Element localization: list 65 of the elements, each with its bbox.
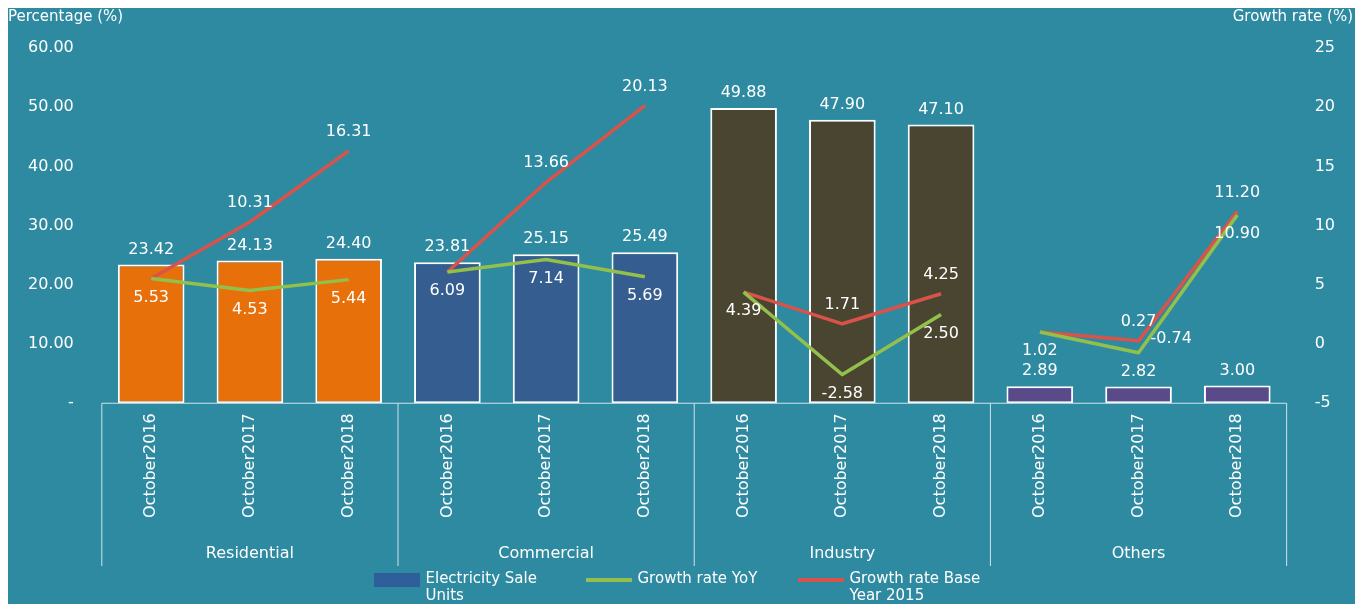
- text: Commercial: [498, 543, 594, 563]
- y2-tick-label: -5: [1314, 392, 1331, 412]
- data-label: 2.82: [1120, 360, 1157, 380]
- legend-label: Electricity Sale Units: [425, 569, 538, 604]
- data-label: 24.40: [325, 232, 372, 252]
- data-label: 47.90: [819, 93, 866, 113]
- data-label: 23.81: [424, 236, 471, 256]
- y2-tick-label: 15: [1314, 155, 1335, 175]
- data-label: 5.53: [133, 286, 169, 306]
- y-tick-label: 10.00: [27, 333, 74, 353]
- x-tick-label: October2018: [930, 413, 950, 518]
- data-label: 2.50: [923, 322, 959, 342]
- x-tick-label: October2016: [732, 413, 752, 518]
- data-label: 25.49: [621, 226, 668, 246]
- data-label: 1.02: [1021, 340, 1058, 360]
- data-label: 20.13: [621, 75, 668, 95]
- x-tick-label: October2018: [1226, 413, 1246, 518]
- data-label: 6.09: [429, 280, 466, 300]
- data-label: 2.89: [1021, 360, 1058, 380]
- data-label: 10.31: [227, 192, 273, 212]
- x-tick-label: October2016: [1028, 413, 1048, 518]
- y-tick-label: 40.00: [27, 155, 74, 175]
- data-label: 7.14: [528, 267, 564, 287]
- data-label: 5.44: [330, 287, 367, 307]
- data-label: 4.39: [725, 300, 762, 320]
- y2-tick-label: 10: [1314, 214, 1335, 234]
- text: Industry: [809, 543, 876, 563]
- text: Others: [1111, 543, 1166, 563]
- y-axis-title: Percentage (%): [8, 7, 124, 26]
- data-label: 23.42: [128, 238, 175, 258]
- y-tick-label: 60.00: [27, 37, 74, 57]
- y-tick-label: 20.00: [27, 273, 74, 293]
- y2-tick-label: 25: [1314, 37, 1335, 57]
- y-tick-label: -: [68, 392, 74, 412]
- x-tick-label: October2017: [831, 413, 851, 518]
- data-label: 4.25: [923, 263, 959, 283]
- data-label: 11.20: [1214, 181, 1261, 201]
- x-tick-label: October2018: [337, 413, 357, 518]
- legend-label: Growth rate YoY: [637, 569, 759, 587]
- x-tick-label: October2017: [1127, 413, 1147, 518]
- data-label: 1.71: [824, 293, 861, 313]
- data-label: 25.15: [523, 228, 570, 248]
- y-tick-label: 30.00: [27, 214, 74, 234]
- data-label: 5.69: [627, 284, 663, 304]
- data-label: 13.66: [523, 152, 570, 172]
- data-label: 24.13: [227, 234, 273, 254]
- y-tick-label: 50.00: [27, 96, 74, 116]
- data-label: 49.88: [720, 82, 767, 102]
- x-tick-label: October2017: [239, 413, 259, 518]
- x-tick-label: October2018: [634, 413, 654, 518]
- data-label: -0.74: [1150, 327, 1192, 347]
- x-tick-label: October2016: [140, 413, 160, 518]
- text: Residential: [205, 543, 294, 563]
- data-label: 3.00: [1219, 359, 1256, 379]
- y2-tick-label: 5: [1314, 273, 1325, 293]
- data-label: 47.10: [918, 98, 964, 118]
- legend-label: Growth rate Base Year 2015: [849, 569, 982, 604]
- x-tick-label: October2016: [436, 413, 456, 518]
- data-label: 4.53: [232, 298, 268, 318]
- y2-axis-title: Growth rate (%): [1232, 7, 1353, 26]
- x-tick-label: October2017: [535, 413, 555, 518]
- data-label: 16.31: [325, 121, 372, 141]
- data-label: -2.58: [821, 382, 864, 402]
- y2-tick-label: 20: [1314, 96, 1335, 116]
- y2-tick-label: 0: [1314, 333, 1325, 353]
